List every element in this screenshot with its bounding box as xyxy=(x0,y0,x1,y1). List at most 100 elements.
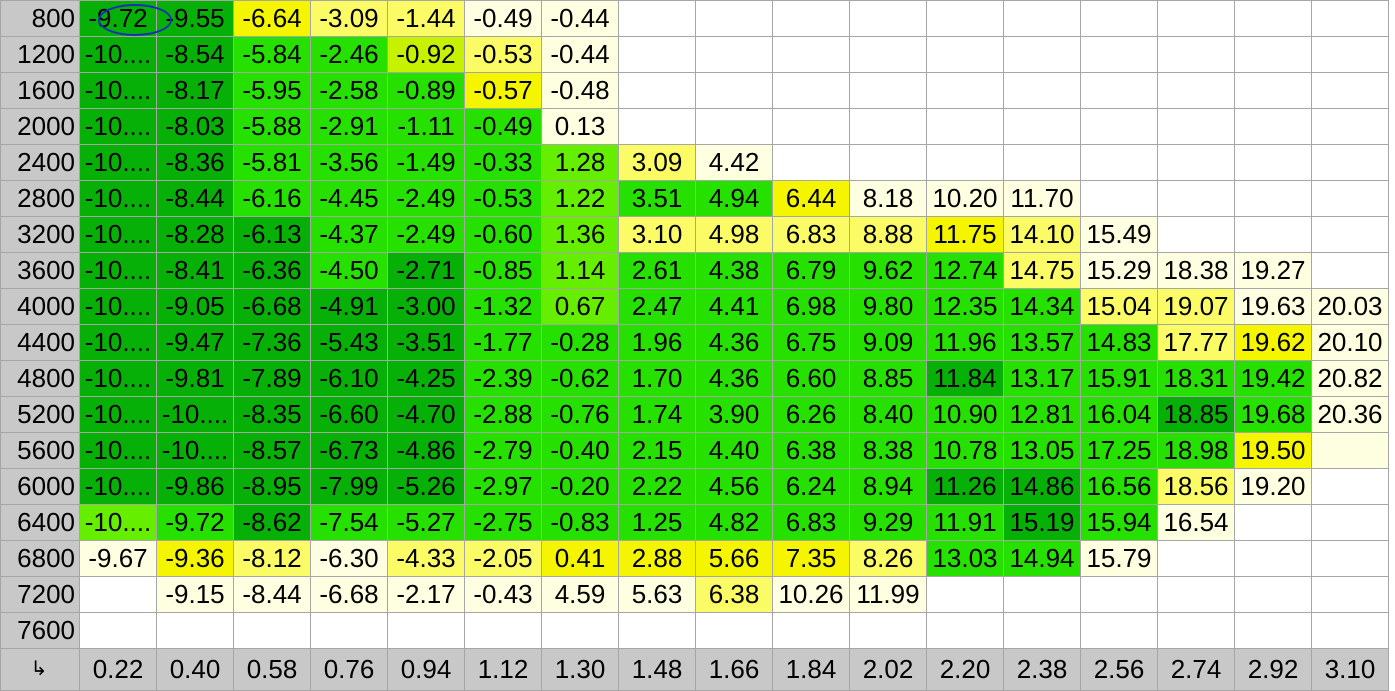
table-cell[interactable]: 16.54 xyxy=(1157,504,1235,541)
table-cell[interactable] xyxy=(1234,0,1312,37)
column-header[interactable]: 1.48 xyxy=(618,648,696,691)
table-cell[interactable]: 4.38 xyxy=(695,252,773,289)
row-header[interactable]: 800 xyxy=(0,0,80,37)
column-header[interactable]: 2.38 xyxy=(1003,648,1081,691)
table-cell[interactable]: -10.... xyxy=(79,324,157,361)
table-cell[interactable] xyxy=(1080,612,1158,649)
table-cell[interactable]: -8.17 xyxy=(156,72,234,109)
table-cell[interactable]: -5.26 xyxy=(387,468,465,505)
table-cell[interactable]: 0.13 xyxy=(541,108,619,145)
table-cell[interactable]: 1.28 xyxy=(541,144,619,181)
table-cell[interactable]: 13.17 xyxy=(1003,360,1081,397)
table-cell[interactable]: 2.47 xyxy=(618,288,696,325)
table-cell[interactable]: 19.20 xyxy=(1234,468,1312,505)
table-cell[interactable] xyxy=(849,108,927,145)
column-header[interactable]: 2.56 xyxy=(1080,648,1158,691)
table-cell[interactable]: -0.53 xyxy=(464,36,542,73)
table-cell[interactable]: -9.36 xyxy=(156,540,234,577)
table-cell[interactable]: -0.83 xyxy=(541,504,619,541)
row-header[interactable]: 2800 xyxy=(0,180,80,217)
table-cell[interactable]: -10.... xyxy=(156,432,234,469)
table-cell[interactable]: 11.26 xyxy=(926,468,1004,505)
row-header[interactable]: 4000 xyxy=(0,288,80,325)
table-cell[interactable] xyxy=(1157,576,1235,613)
table-cell[interactable] xyxy=(1003,576,1081,613)
table-cell[interactable] xyxy=(1234,504,1312,541)
table-cell[interactable] xyxy=(1234,180,1312,217)
table-cell[interactable] xyxy=(926,0,1004,37)
table-cell[interactable] xyxy=(1234,216,1312,253)
table-cell[interactable]: 14.75 xyxy=(1003,252,1081,289)
table-cell[interactable] xyxy=(1157,180,1235,217)
table-cell[interactable]: -2.79 xyxy=(464,432,542,469)
table-cell[interactable]: 17.77 xyxy=(1157,324,1235,361)
table-cell[interactable]: 14.94 xyxy=(1003,540,1081,577)
table-cell[interactable]: 10.20 xyxy=(926,180,1004,217)
table-cell[interactable] xyxy=(1003,0,1081,37)
table-cell[interactable]: -6.60 xyxy=(310,396,388,433)
table-cell[interactable]: 11.70 xyxy=(1003,180,1081,217)
table-cell[interactable]: -8.36 xyxy=(156,144,234,181)
table-cell[interactable]: 20.03 xyxy=(1311,288,1389,325)
table-cell[interactable] xyxy=(1003,36,1081,73)
table-cell[interactable]: 6.60 xyxy=(772,360,850,397)
table-cell[interactable]: -8.95 xyxy=(233,468,311,505)
table-cell[interactable] xyxy=(1080,180,1158,217)
table-cell[interactable] xyxy=(695,36,773,73)
table-cell[interactable]: -10.... xyxy=(79,468,157,505)
table-cell[interactable]: 12.74 xyxy=(926,252,1004,289)
table-cell[interactable]: -7.54 xyxy=(310,504,388,541)
table-cell[interactable] xyxy=(618,612,696,649)
table-cell[interactable]: 15.79 xyxy=(1080,540,1158,577)
table-cell[interactable] xyxy=(695,612,773,649)
table-cell[interactable]: -0.53 xyxy=(464,180,542,217)
table-cell[interactable] xyxy=(618,0,696,37)
table-cell[interactable]: -4.50 xyxy=(310,252,388,289)
table-cell[interactable]: -4.91 xyxy=(310,288,388,325)
table-cell[interactable] xyxy=(849,0,927,37)
table-cell[interactable] xyxy=(1311,108,1389,145)
table-cell[interactable]: 4.36 xyxy=(695,324,773,361)
column-header[interactable]: 2.02 xyxy=(849,648,927,691)
table-cell[interactable]: 18.31 xyxy=(1157,360,1235,397)
table-cell[interactable] xyxy=(772,36,850,73)
table-cell[interactable]: 6.83 xyxy=(772,504,850,541)
table-cell[interactable] xyxy=(1311,36,1389,73)
column-header[interactable]: 1.84 xyxy=(772,648,850,691)
table-cell[interactable]: -6.30 xyxy=(310,540,388,577)
column-header[interactable]: 1.12 xyxy=(464,648,542,691)
table-cell[interactable]: -5.84 xyxy=(233,36,311,73)
table-cell[interactable]: 13.03 xyxy=(926,540,1004,577)
table-cell[interactable]: -0.40 xyxy=(541,432,619,469)
table-cell[interactable]: -8.41 xyxy=(156,252,234,289)
table-cell[interactable]: 9.80 xyxy=(849,288,927,325)
row-header[interactable]: 7600 xyxy=(0,612,80,649)
table-cell[interactable] xyxy=(618,108,696,145)
table-cell[interactable] xyxy=(541,612,619,649)
table-cell[interactable] xyxy=(1234,36,1312,73)
row-header[interactable]: 7200 xyxy=(0,576,80,613)
table-cell[interactable]: -10.... xyxy=(79,72,157,109)
table-cell[interactable]: -5.88 xyxy=(233,108,311,145)
table-cell[interactable]: -1.11 xyxy=(387,108,465,145)
table-cell[interactable] xyxy=(618,72,696,109)
table-cell[interactable]: -5.81 xyxy=(233,144,311,181)
table-cell[interactable]: -2.39 xyxy=(464,360,542,397)
table-cell[interactable]: -9.55 xyxy=(156,0,234,37)
table-cell[interactable]: 9.62 xyxy=(849,252,927,289)
table-cell[interactable]: 4.42 xyxy=(695,144,773,181)
table-cell[interactable]: 4.36 xyxy=(695,360,773,397)
column-header[interactable]: 2.20 xyxy=(926,648,1004,691)
table-cell[interactable]: 11.91 xyxy=(926,504,1004,541)
table-cell[interactable] xyxy=(772,72,850,109)
table-cell[interactable]: 11.99 xyxy=(849,576,927,613)
table-cell[interactable]: -8.44 xyxy=(233,576,311,613)
table-cell[interactable]: -2.49 xyxy=(387,216,465,253)
table-cell[interactable]: 4.59 xyxy=(541,576,619,613)
column-header[interactable]: 1.30 xyxy=(541,648,619,691)
table-cell[interactable]: -10.... xyxy=(79,144,157,181)
table-cell[interactable]: -0.44 xyxy=(541,36,619,73)
column-header[interactable]: 2.92 xyxy=(1234,648,1312,691)
table-cell[interactable]: -2.58 xyxy=(310,72,388,109)
table-cell[interactable]: 15.91 xyxy=(1080,360,1158,397)
